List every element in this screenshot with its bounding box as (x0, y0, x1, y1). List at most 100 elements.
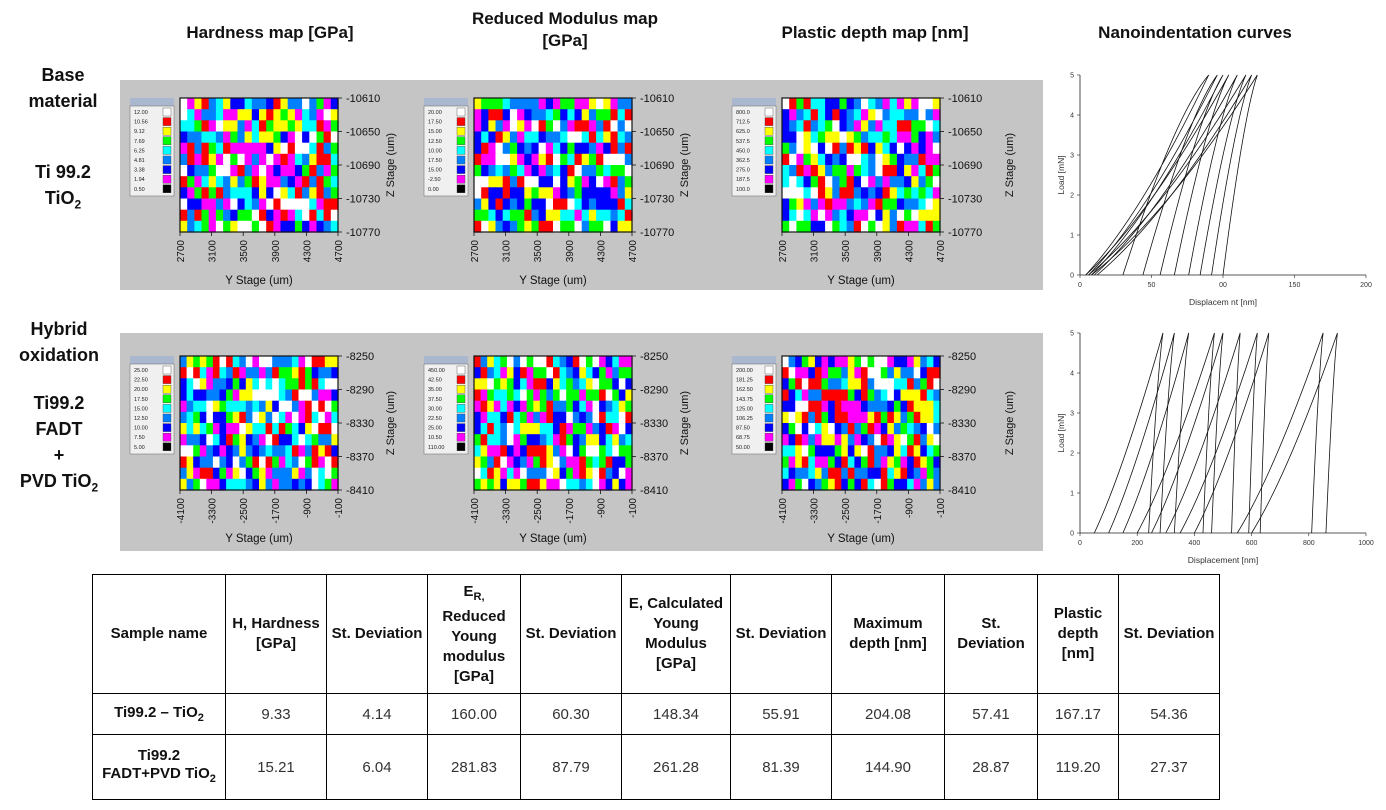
heatmap-cell (814, 356, 823, 368)
heatmap-cell (932, 209, 941, 222)
heatmap-cell (782, 456, 790, 469)
heatmap-cell (560, 142, 568, 155)
heatmap-cell (825, 98, 833, 110)
header-modulus-line2: [GPa] (542, 31, 588, 50)
heatmap-cell (305, 434, 313, 446)
row2-cell: 119.20 (1037, 734, 1119, 800)
heatmap-cell (251, 142, 260, 155)
heatmap-cell (874, 367, 882, 379)
heatmap-cell (913, 400, 921, 413)
heatmap-cell (585, 478, 594, 491)
heatmap-cell (795, 445, 803, 458)
heatmap-cell (305, 367, 313, 379)
heatmap-cell (566, 456, 574, 469)
header-curves: Nanoindentation curves (1098, 23, 1292, 42)
heatmap-cell (266, 198, 274, 211)
heatmap-cell (245, 389, 253, 402)
heatmap-cell (259, 187, 267, 200)
heatmap-cell (245, 356, 253, 368)
heatmap-cell (603, 120, 612, 133)
heatmap-cell (904, 198, 912, 211)
indentation-curve (1091, 74, 1258, 276)
heatmap-cell (487, 478, 495, 491)
heatmap-cell (272, 400, 280, 413)
heatmap-cell (925, 176, 934, 188)
heatmap-cell (574, 142, 583, 155)
heatmap-cell (298, 367, 306, 379)
heatmap-cell (208, 109, 217, 121)
heatmap-cell (201, 109, 210, 121)
row1-name-sub: 2 (197, 712, 204, 724)
heatmap-cell (538, 131, 547, 144)
heatmap-cell (194, 131, 203, 144)
heatmap-cell (545, 142, 554, 155)
legend-label: 450.0 (736, 148, 750, 154)
heatmap-cell (788, 456, 796, 469)
heatmap-cell (212, 400, 221, 413)
heatmap-cell (500, 367, 508, 379)
legend-label: 22.50 (134, 378, 148, 384)
heatmap-cell (193, 411, 201, 424)
heatmap-cell (273, 153, 282, 166)
heatmap-cell (495, 98, 504, 110)
heatmap-cell (832, 198, 841, 211)
heatmap-cell (474, 423, 482, 435)
heatmap-cell (825, 220, 833, 233)
heatmap-cell (206, 411, 214, 424)
heatmap-cell (911, 120, 920, 133)
th-max-depth: Maximum depth [nm] (831, 574, 945, 694)
heatmap-cell (311, 434, 319, 446)
heatmap-cell (560, 187, 568, 200)
heatmap-cell (880, 434, 888, 446)
heatmap-cell (585, 389, 594, 402)
heatmap-cell (553, 109, 561, 121)
heatmap-cell (252, 356, 260, 368)
heatmap-cell (624, 220, 633, 233)
heatmap-cell (854, 356, 862, 368)
heatmap-cell (592, 411, 600, 424)
heatmap-cell (874, 434, 882, 446)
heatmap-cell (180, 176, 188, 188)
heatmap-cell (814, 389, 823, 402)
heatmap-cell (206, 478, 214, 491)
heatmap-cell (493, 423, 501, 435)
heatmap-cell (625, 478, 633, 491)
heatmap-cell (624, 198, 633, 211)
heatmap-cell (215, 176, 224, 188)
heatmap-cell (520, 434, 528, 446)
heatmap-cell (560, 120, 568, 133)
heatmap-cell (932, 131, 941, 144)
heatmap-cell (918, 120, 927, 133)
heatmap-cell (524, 142, 533, 155)
heatmap-cell (480, 356, 488, 368)
heatmap-cell (900, 445, 908, 458)
heatmap-cell (814, 434, 823, 446)
heatmap-cell (291, 400, 300, 413)
th-hardness: H, Hardness [GPa] (225, 574, 327, 694)
heatmap-cell (911, 131, 920, 144)
heatmap-cell (316, 209, 325, 222)
heatmap-cell (596, 131, 604, 144)
heatmap-cell (847, 378, 855, 391)
heatmap-cell (520, 400, 528, 413)
heatmap-cell (533, 389, 541, 402)
heatmap-cell (610, 98, 619, 110)
heatmap-cell (566, 367, 574, 379)
legend-label: 7.50 (134, 435, 145, 441)
legend-label: 25.00 (134, 368, 148, 374)
heatmap-cell (599, 378, 607, 391)
heatmap-cell (882, 142, 891, 155)
heatmap-cell (187, 131, 195, 144)
heatmap-cell (585, 411, 594, 424)
heatmap-cell (474, 131, 482, 144)
heatmap-cell (880, 423, 888, 435)
heatmap-cell (180, 456, 188, 469)
heatmap-cell (828, 478, 836, 491)
heatmap-cell (867, 445, 875, 458)
heatmap-cell (572, 445, 580, 458)
y-tick-label: 1 (1070, 491, 1074, 498)
heatmap-cell (821, 367, 829, 379)
heatmap-cell (796, 209, 805, 222)
th-reduced-modulus: ER, Reduced Young modulus [GPa] (427, 574, 521, 694)
heatmap-cell (245, 400, 253, 413)
